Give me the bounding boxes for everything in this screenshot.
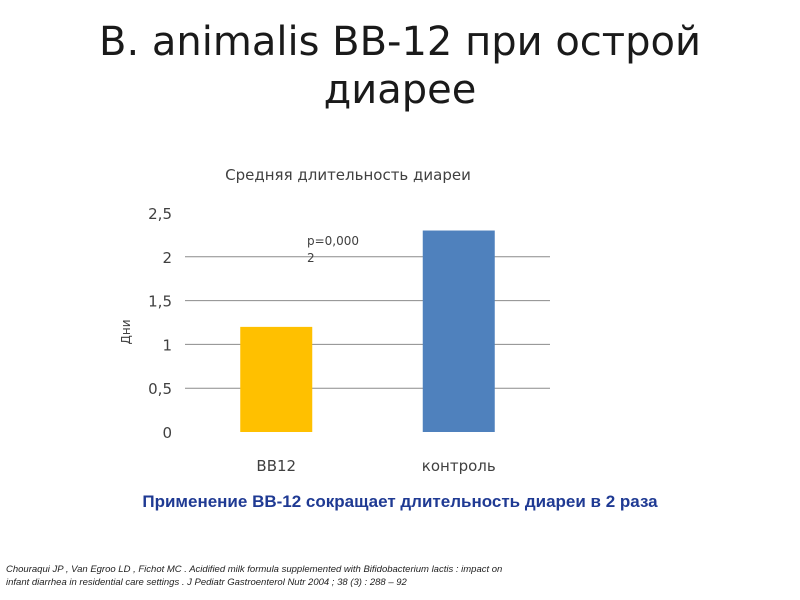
y-tick-labels: 0 0,5 1 1,5 2 2,5 bbox=[148, 205, 172, 442]
slide-title-line2: диарее bbox=[323, 67, 477, 113]
x-tick-label: BB12 bbox=[256, 457, 296, 475]
citation: Chouraqui JP , Van Egroo LD , Fichot MC … bbox=[6, 563, 606, 589]
slide-title: B. animalis BB-12 при острой диарее bbox=[40, 18, 760, 114]
citation-line1: Chouraqui JP , Van Egroo LD , Fichot MC … bbox=[6, 564, 503, 575]
chart-title: Средняя длительность диареи bbox=[225, 166, 471, 184]
p-value-line1: p=0,000 bbox=[307, 234, 359, 248]
y-tick-label: 1 bbox=[162, 336, 172, 354]
slide-title-line1: B. animalis BB-12 при острой bbox=[99, 19, 701, 65]
conclusion-text: Применение BB-12 сокращает длительность … bbox=[142, 492, 658, 511]
bar-control bbox=[422, 230, 495, 432]
y-tick-label: 0 bbox=[162, 424, 172, 442]
y-tick-label: 2,5 bbox=[148, 205, 172, 223]
p-value-line2: 2 bbox=[307, 251, 315, 265]
p-value-annotation: p=0,000 2 bbox=[307, 234, 359, 265]
y-tick-label: 2 bbox=[162, 249, 172, 267]
x-tick-labels: BB12 контроль bbox=[256, 457, 495, 475]
citation-line2: infant diarrhea in residential care sett… bbox=[6, 577, 407, 588]
y-tick-label: 0,5 bbox=[148, 380, 172, 398]
x-tick-label: контроль bbox=[422, 457, 496, 475]
y-tick-label: 1,5 bbox=[148, 293, 172, 311]
y-axis-label: Дни bbox=[119, 319, 133, 344]
bar-bb12 bbox=[240, 326, 313, 432]
bars bbox=[240, 230, 495, 432]
gridlines bbox=[185, 256, 550, 389]
